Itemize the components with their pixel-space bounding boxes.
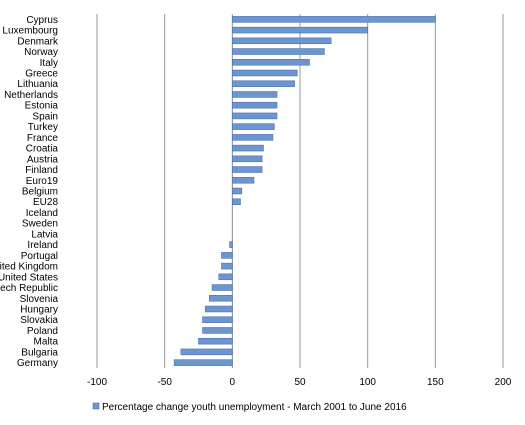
category-label: Slovakia — [20, 315, 58, 326]
bar — [209, 295, 233, 302]
legend-swatch — [92, 402, 100, 410]
category-labels: CyprusLuxembourgDenmarkNorwayItalyGreece… — [0, 15, 59, 369]
legend: Percentage change youth unemployment - M… — [92, 402, 407, 413]
bar — [204, 305, 233, 313]
category-label: Poland — [27, 326, 58, 337]
bar — [202, 327, 233, 334]
bar — [232, 187, 243, 195]
bar — [232, 155, 263, 163]
category-label: Belgium — [22, 187, 58, 198]
bar — [221, 252, 233, 259]
bar — [232, 26, 368, 34]
bar — [232, 166, 263, 173]
bar — [232, 101, 278, 109]
bar — [221, 262, 233, 270]
category-label: France — [27, 133, 59, 144]
category-label: Latvia — [31, 229, 58, 240]
category-label: Greece — [25, 69, 58, 80]
bar — [232, 144, 264, 152]
category-label: Netherlands — [4, 90, 58, 101]
category-label: Ireland — [27, 240, 58, 251]
bar — [232, 123, 275, 130]
bars — [173, 16, 436, 366]
category-label: Iceland — [26, 208, 58, 219]
category-label: United Kingdom — [0, 262, 58, 273]
bar — [232, 198, 241, 205]
bar — [232, 112, 278, 120]
bar — [229, 241, 233, 248]
category-label: Cyprus — [26, 15, 58, 26]
category-label: Turkey — [28, 122, 58, 133]
category-label: Italy — [40, 58, 58, 69]
bar — [173, 359, 233, 366]
category-label: United States — [0, 272, 58, 283]
category-label: Euro19 — [26, 176, 59, 187]
category-label: Estonia — [25, 101, 59, 112]
bar — [232, 91, 278, 98]
x-tick-label: 100 — [359, 377, 376, 388]
gridlines — [96, 14, 504, 368]
category-label: Czech Republic — [0, 283, 58, 294]
x-tick-label: -50 — [157, 377, 172, 388]
legend-label: Percentage change youth unemployment - M… — [102, 402, 407, 413]
bar — [180, 348, 233, 356]
category-label: Lithuania — [17, 79, 58, 90]
category-label: Norway — [24, 47, 58, 58]
category-label: Sweden — [22, 219, 58, 230]
bar — [232, 177, 255, 184]
category-label: Portugal — [21, 251, 58, 262]
category-label: Hungary — [20, 305, 58, 316]
x-axis-ticks: -100 -50 0 50 100 150 200 — [87, 377, 512, 388]
x-tick-label: 200 — [495, 377, 512, 388]
bar — [232, 80, 295, 87]
bar — [202, 316, 233, 323]
x-tick-label: 50 — [294, 377, 306, 388]
x-tick-label: 0 — [230, 377, 236, 388]
category-label: Austria — [27, 154, 59, 165]
x-tick-label: 150 — [427, 377, 444, 388]
bar — [198, 337, 233, 345]
category-label: Bulgaria — [21, 347, 58, 358]
category-label: EU28 — [33, 197, 58, 208]
bar — [232, 37, 332, 45]
category-label: Spain — [32, 111, 58, 122]
bar — [211, 284, 233, 291]
category-label: Denmark — [17, 36, 59, 47]
category-label: Finland — [25, 165, 58, 176]
category-label: Germany — [17, 358, 58, 369]
bar — [218, 273, 233, 281]
bar — [232, 69, 298, 77]
category-label: Croatia — [26, 144, 59, 155]
category-label: Malta — [34, 337, 59, 348]
bar — [232, 59, 310, 66]
bar — [232, 16, 436, 23]
x-tick-label: -100 — [87, 377, 107, 388]
category-label: Luxembourg — [2, 26, 58, 37]
bar — [232, 48, 325, 55]
category-label: Slovenia — [20, 294, 59, 305]
bar — [232, 134, 274, 141]
